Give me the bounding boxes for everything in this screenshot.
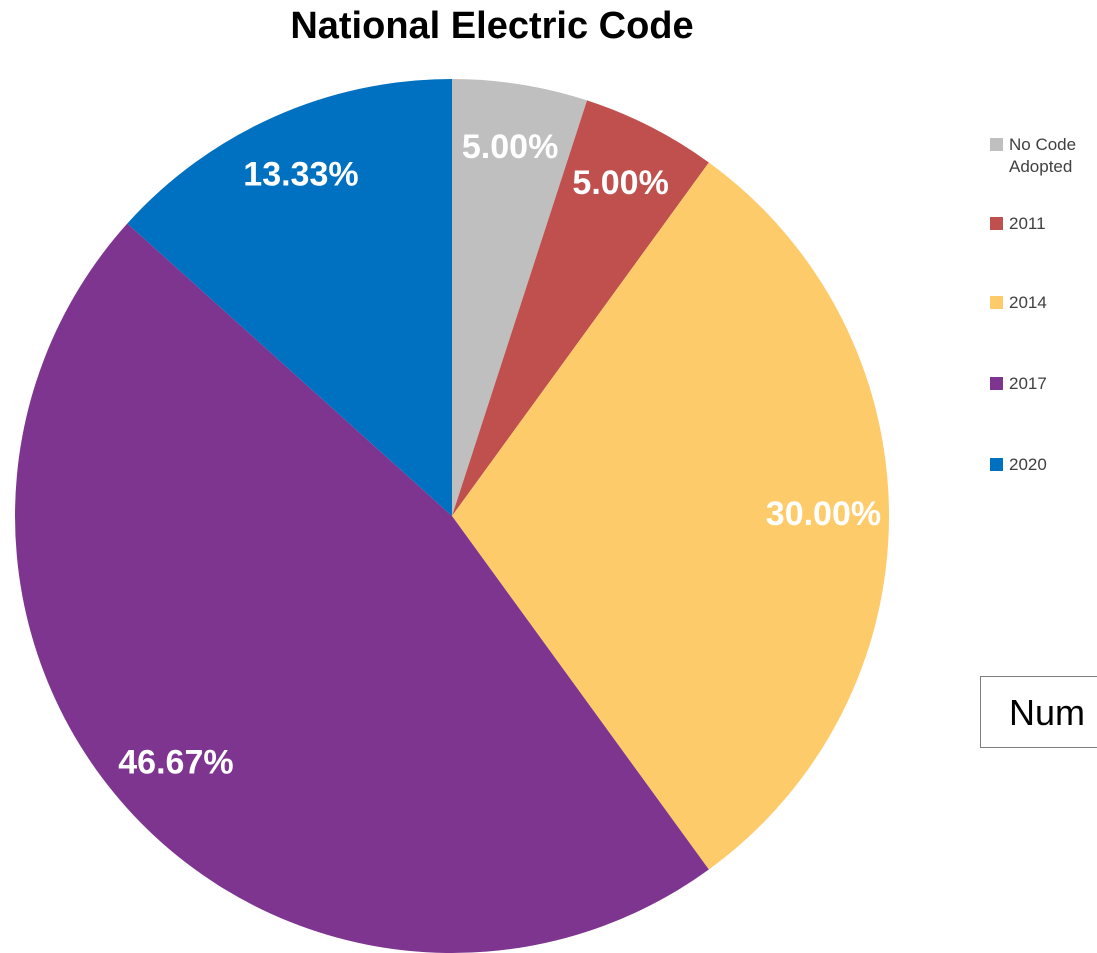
legend-label: 2011 bbox=[1009, 214, 1046, 233]
pie-slice bbox=[452, 100, 709, 516]
data-label: 46.67% bbox=[118, 744, 233, 782]
legend-swatch bbox=[990, 217, 1003, 230]
legend-item: 2020 bbox=[990, 454, 1090, 476]
legend-label: 2020 bbox=[1009, 455, 1047, 474]
legend-swatch bbox=[990, 296, 1003, 309]
annotation: Num bbox=[980, 676, 1097, 748]
legend-swatch bbox=[990, 458, 1003, 471]
legend-label: 2017 bbox=[1009, 374, 1047, 393]
legend-item: 2014 bbox=[990, 292, 1090, 314]
legend-swatch bbox=[990, 138, 1003, 151]
data-label: 5.00% bbox=[462, 128, 558, 166]
legend-swatch bbox=[990, 377, 1003, 390]
data-label: 30.00% bbox=[766, 495, 881, 533]
legend-item: No Code Adopted bbox=[990, 134, 1090, 178]
data-label: 13.33% bbox=[243, 156, 358, 194]
legend-label: No Code Adopted bbox=[1009, 135, 1077, 176]
pie-slice bbox=[15, 223, 709, 953]
legend-item: 2017 bbox=[990, 373, 1090, 395]
legend-item: 2011 bbox=[990, 213, 1090, 235]
chart-title: National Electric Code bbox=[290, 5, 693, 47]
data-label: 5.00% bbox=[572, 164, 668, 202]
legend-label: 2014 bbox=[1009, 293, 1047, 312]
pie-slice bbox=[452, 79, 588, 516]
pie-slice bbox=[127, 79, 453, 516]
pie-slice bbox=[452, 162, 889, 870]
